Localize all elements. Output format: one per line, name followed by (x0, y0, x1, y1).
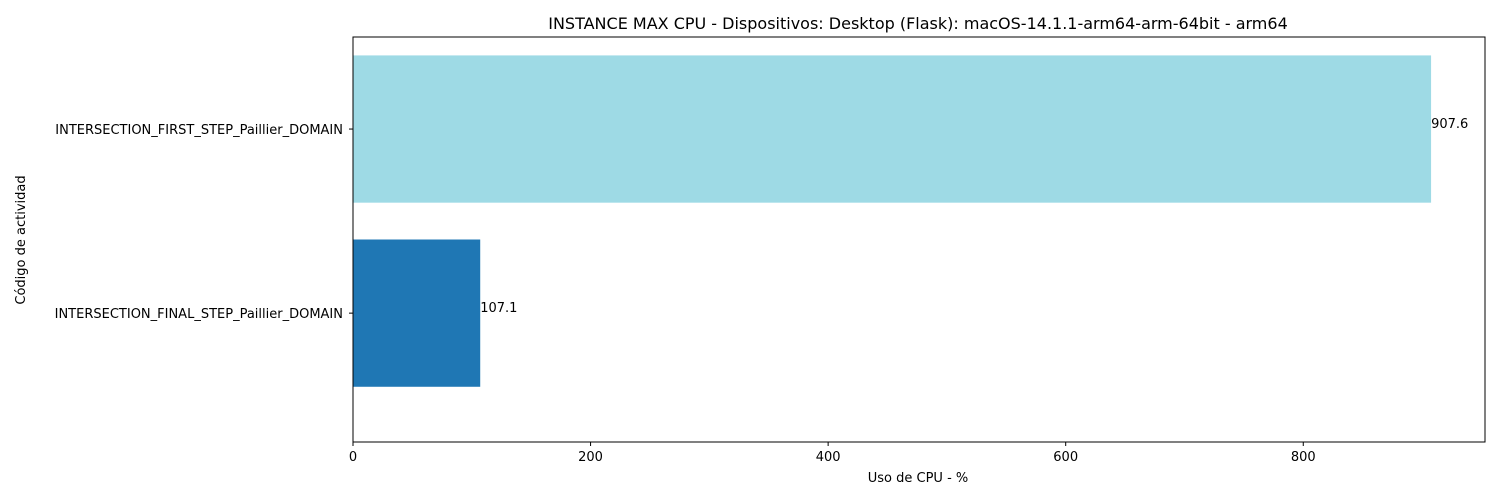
x-tick-label-1: 0 (349, 450, 357, 465)
x-tick-label-4: 600 (1053, 450, 1078, 465)
plot-frame (352, 36, 1486, 443)
bar-2 (353, 239, 481, 387)
bar-value-label-2: 107.1 (480, 301, 517, 316)
bar-value-label-1: 907.6 (1431, 117, 1468, 132)
bars-group: 907.6 107.1 (353, 55, 1468, 387)
x-tick-label-2: 200 (578, 450, 603, 465)
y-tick-label-1: INTERSECTION_FIRST_STEP_Paillier_DOMAIN (55, 123, 343, 138)
chart-title: INSTANCE MAX CPU - Dispositivos: Desktop… (548, 14, 1288, 33)
x-axis-title: Uso de CPU - % (868, 471, 969, 486)
x-tick-label-5: 800 (1291, 450, 1316, 465)
bar-1 (353, 55, 1432, 203)
x-ticks: 0 200 400 600 800 (349, 442, 1316, 465)
y-tick-label-2: INTERSECTION_FINAL_STEP_Paillier_DOMAIN (55, 307, 343, 322)
y-axis-title: Código de actividad (14, 175, 29, 304)
y-tick-labels: INTERSECTION_FIRST_STEP_Paillier_DOMAIN I… (55, 123, 353, 322)
x-tick-label-3: 400 (816, 450, 841, 465)
